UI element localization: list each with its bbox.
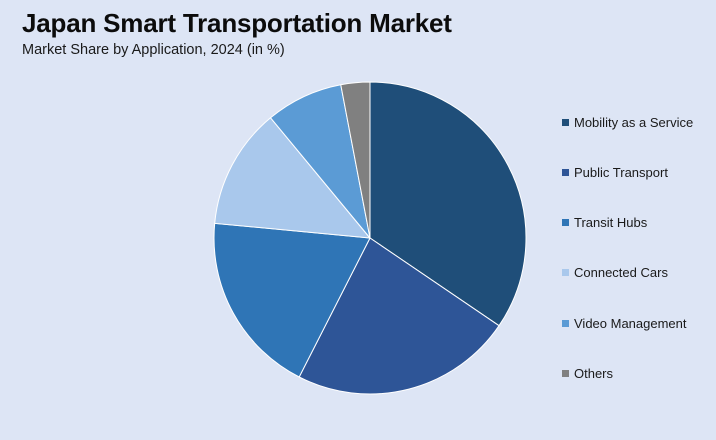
legend-swatch — [562, 118, 569, 126]
legend-item: Transit Hubs — [562, 213, 693, 233]
legend-label: Others — [574, 365, 614, 381]
chart-title: Japan Smart Transportation Market — [22, 8, 452, 38]
chart-subtitle: Market Share by Application, 2024 (in %) — [22, 42, 285, 58]
pie-slice-mobility-as-a-service — [369, 81, 527, 327]
legend-swatch — [562, 219, 569, 227]
legend-item: Video Management — [562, 313, 693, 333]
legend-label: Mobility as a Service — [574, 114, 694, 130]
legend-label: Connected Cars — [574, 265, 668, 281]
chart-legend: Mobility as a Service Public Transport T… — [562, 112, 693, 414]
legend-swatch — [562, 269, 569, 277]
legend-label: Transit Hubs — [574, 215, 648, 231]
legend-label: Video Management — [574, 315, 687, 331]
legend-item: Connected Cars — [562, 263, 693, 283]
legend-item: Others — [562, 363, 693, 383]
pie-slice-public-transport — [298, 237, 500, 395]
pie-slice-transit-hubs — [213, 222, 371, 378]
legend-swatch — [562, 369, 569, 377]
legend-swatch — [562, 168, 569, 176]
pie-slice-connected-cars — [214, 117, 372, 239]
legend-swatch — [562, 319, 569, 327]
legend-label: Public Transport — [574, 164, 668, 180]
legend-item: Mobility as a Service — [562, 112, 693, 132]
pie-slice-others — [340, 81, 371, 239]
legend-item: Public Transport — [562, 162, 693, 182]
